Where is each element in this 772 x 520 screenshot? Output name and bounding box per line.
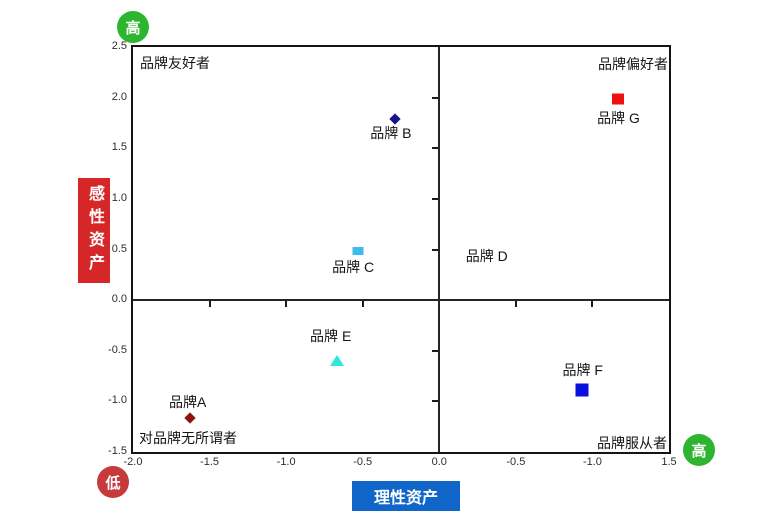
y-tickmark	[432, 400, 439, 403]
quadrant-label-top-left: 品牌友好者	[140, 55, 210, 71]
y-tick-label: -1.5	[108, 445, 127, 457]
x-axis-high-label: 高	[691, 442, 707, 460]
point-label: 品牌 F	[562, 362, 603, 379]
x-tickmark	[514, 301, 517, 308]
y-axis-high-badge: 高	[117, 11, 149, 43]
y-tick-label: 1.0	[111, 191, 127, 204]
y-tick-label: -1.0	[108, 394, 127, 407]
y-tickmark	[432, 349, 439, 352]
x-tick-label: 0.0	[431, 456, 447, 468]
x-tickmark	[361, 301, 364, 308]
y-zero-axis-line	[438, 47, 441, 452]
y-axis-low-label: 低	[105, 474, 121, 492]
plot-frame	[131, 45, 671, 454]
y-tick-label: 0.5	[111, 242, 127, 255]
x-tick-label: 1.5	[661, 456, 677, 468]
y-tickmark	[432, 248, 439, 251]
quadrant-label-bottom-left: 对品牌无所谓者	[139, 430, 237, 446]
y-axis-title: 感性资产	[78, 178, 110, 283]
point-label: 品牌 D	[465, 247, 508, 264]
x-axis-title-text: 理性资产	[373, 490, 438, 507]
point-marker-triangle	[329, 354, 344, 366]
point-label: 品牌 B	[370, 124, 412, 141]
point-label: 品牌 G	[597, 109, 640, 126]
x-tick-label: -0.5	[506, 456, 526, 468]
y-tick-label: 1.5	[111, 141, 127, 154]
x-axis-high-badge: 高	[683, 434, 715, 466]
quadrant-label-top-right: 品牌偏好者	[598, 56, 668, 72]
x-tickmark	[208, 301, 211, 308]
x-tick-label: -1.0	[276, 456, 296, 468]
y-tickmark	[432, 96, 439, 99]
point-label: 品牌 C	[332, 258, 375, 275]
x-tick-label: -0.5	[353, 456, 373, 468]
point-marker-square	[352, 246, 364, 255]
y-tickmark	[432, 147, 439, 150]
y-tickmark	[432, 197, 439, 200]
y-tick-label: 2.5	[111, 40, 127, 52]
y-axis-title-text: 感性资产	[86, 184, 103, 277]
point-marker-square	[575, 383, 589, 397]
x-tick-label: -1.5	[200, 456, 220, 468]
y-tick-label: 0.0	[111, 293, 127, 306]
point-label: 品牌 E	[310, 327, 352, 344]
x-zero-axis-line	[133, 299, 669, 302]
point-marker-square	[612, 93, 625, 105]
y-tick-label: -0.5	[108, 343, 127, 356]
x-tick-label: -2.0	[123, 456, 143, 468]
x-tickmark	[285, 301, 288, 308]
x-tickmark	[591, 301, 594, 308]
y-tick-label: 2.0	[111, 90, 127, 103]
quadrant-label-bottom-right: 品牌服从者	[597, 435, 667, 451]
point-label: 品牌A	[168, 393, 207, 410]
y-axis-low-badge: 低	[97, 466, 129, 498]
x-tick-label: -1.0	[582, 456, 602, 468]
x-axis-title: 理性资产	[352, 481, 460, 511]
y-axis-high-label: 高	[125, 19, 141, 37]
